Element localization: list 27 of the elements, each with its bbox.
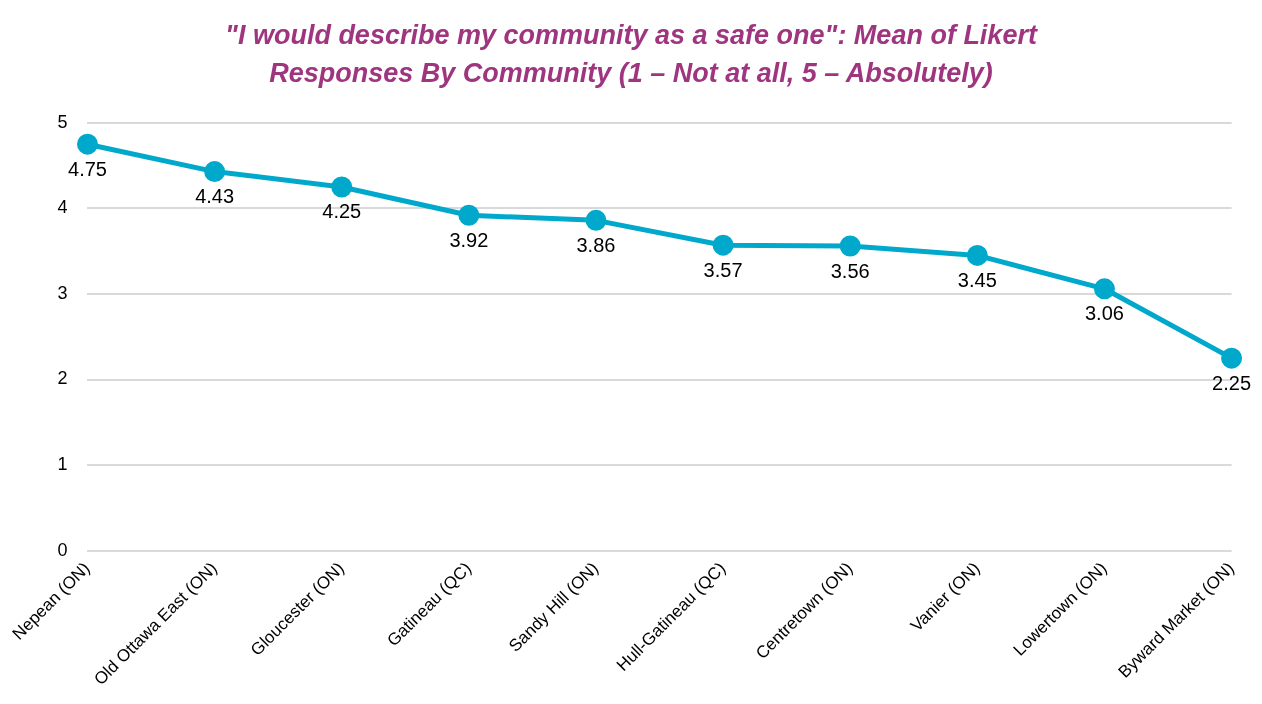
- point: [839, 235, 861, 257]
- y-tick-label: 1: [57, 454, 68, 475]
- data-label: 3.92: [449, 228, 489, 251]
- y-tick-label: 5: [57, 111, 68, 132]
- point: [204, 161, 226, 183]
- chart-title: "I would describe my community as a safe one": Mean of Likert Responses By Community (1 – Not at all, 5 – Absolutely): [224, 19, 1039, 90]
- y-tick-label: 4: [57, 197, 68, 218]
- point: [966, 244, 988, 266]
- point: [585, 209, 607, 231]
- point: [76, 133, 98, 155]
- y-tick-label: 0: [57, 539, 68, 560]
- point: [1093, 278, 1115, 300]
- data-label: 3.45: [957, 268, 997, 291]
- point: [712, 234, 734, 256]
- y-tick-label: 2: [57, 368, 68, 389]
- data-label: 2.25: [1212, 371, 1252, 394]
- data-label: 3.56: [830, 259, 870, 282]
- point: [331, 176, 353, 198]
- data-label: 4.43: [195, 185, 235, 208]
- data-label: 3.86: [576, 233, 616, 256]
- point: [458, 204, 480, 226]
- y-tick-label: 3: [57, 282, 68, 303]
- data-label: 3.06: [1084, 302, 1124, 325]
- data-label: 3.57: [703, 258, 743, 281]
- data-label: 4.75: [68, 157, 107, 180]
- point: [1221, 347, 1243, 369]
- data-label: 4.25: [322, 200, 362, 223]
